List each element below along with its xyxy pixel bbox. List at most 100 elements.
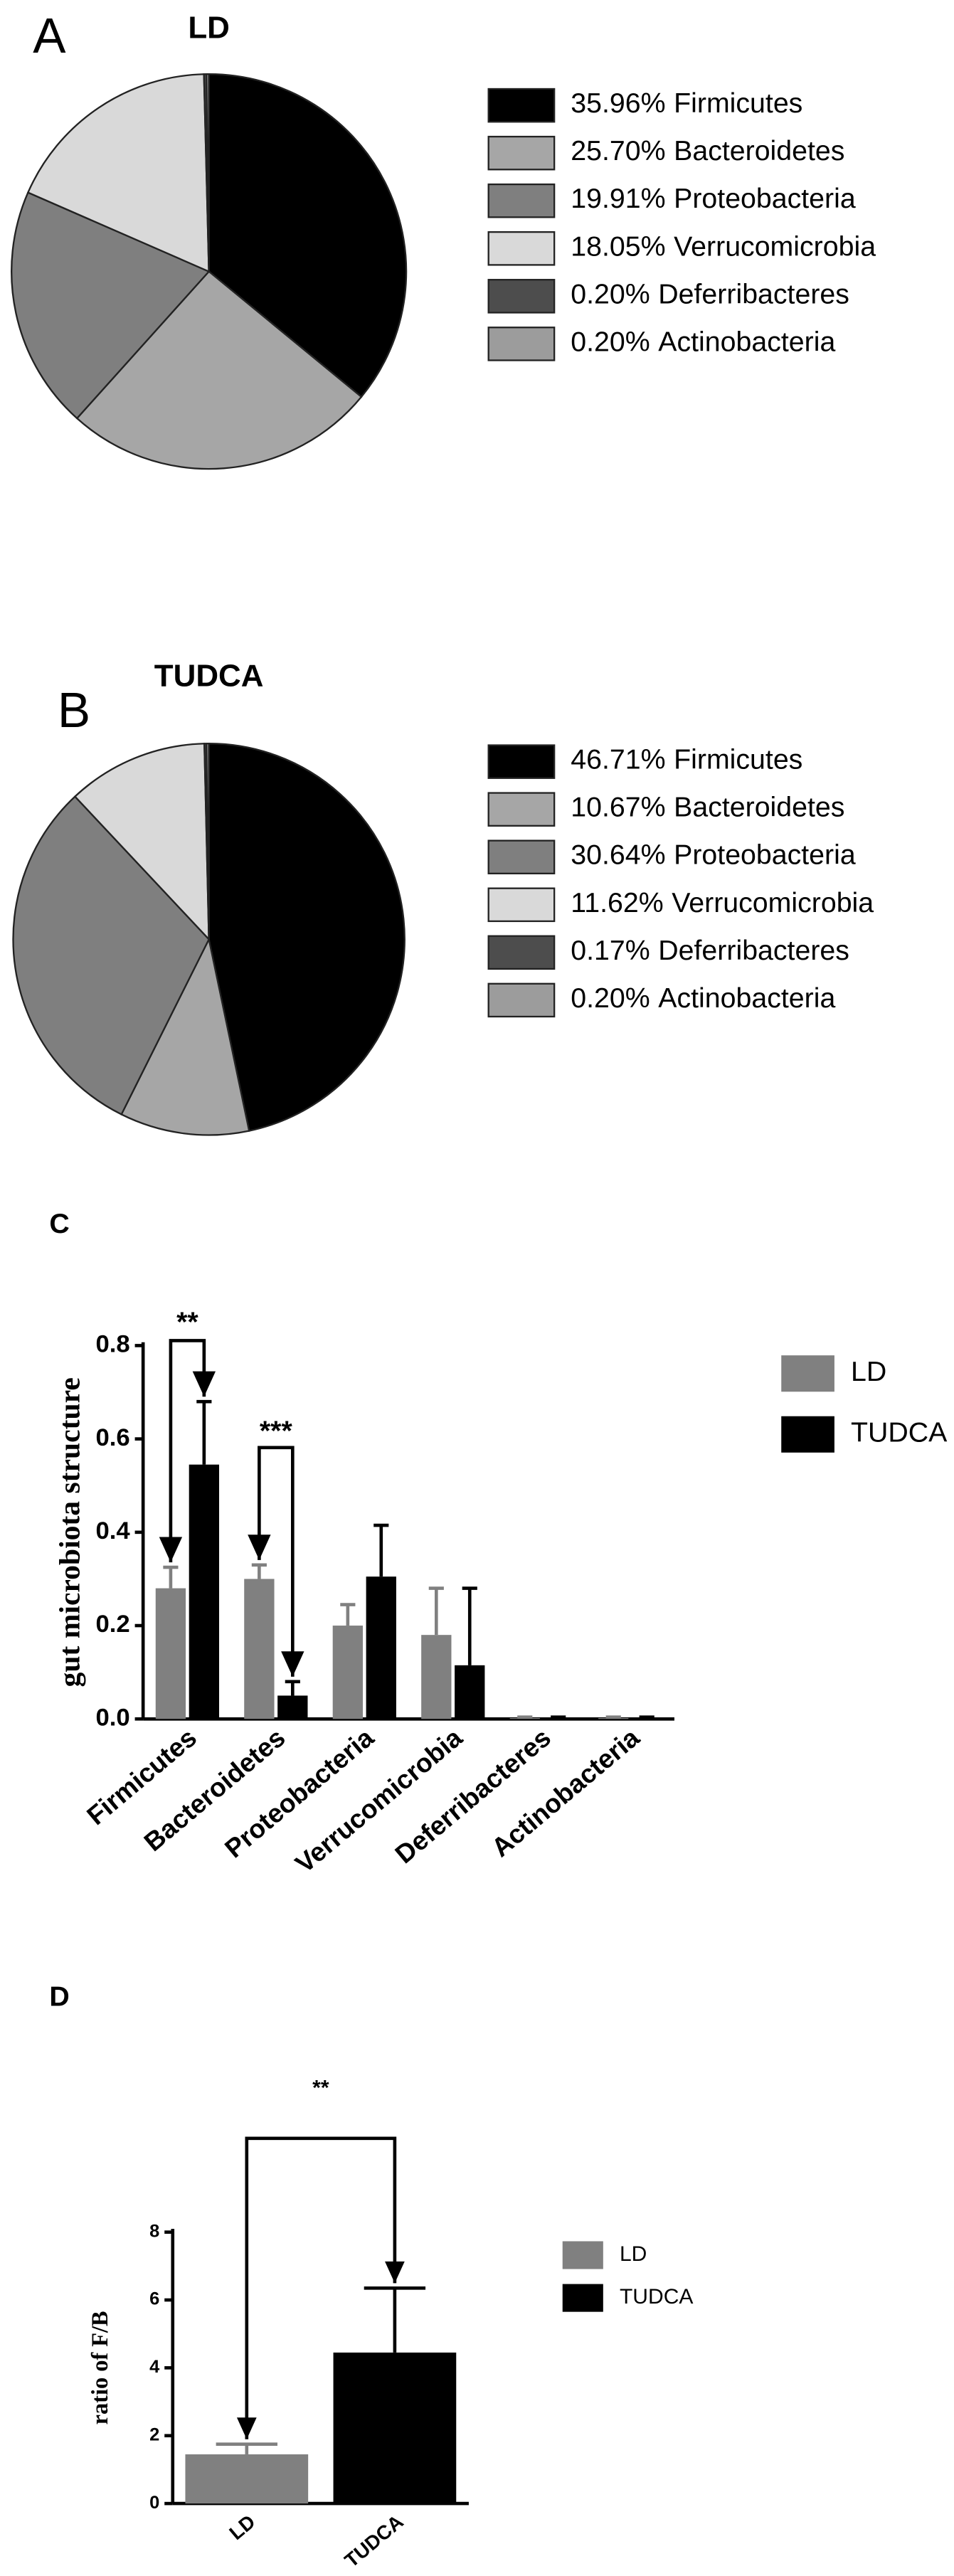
legend-swatch	[487, 792, 556, 827]
legend-value: 30.64%	[571, 839, 665, 871]
bar	[155, 1588, 186, 1719]
y-axis-label: ratio of F/B	[87, 2311, 112, 2424]
pie-slice	[208, 73, 408, 398]
x-tick-label: Deferribacteres	[390, 1723, 556, 1870]
legend-label: TUDCA	[851, 1417, 948, 1448]
legend-swatch	[781, 1416, 834, 1453]
bar	[244, 1579, 275, 1719]
annotation: **	[176, 1307, 198, 1338]
legend-value: 35.96%	[571, 88, 665, 119]
pie-slice	[73, 743, 210, 942]
bracket	[245, 2136, 397, 2439]
legend-swatch	[487, 887, 556, 923]
legend-name: Firmicutes	[674, 88, 802, 119]
bracket	[169, 1339, 206, 1563]
x-tick-label: TUDCA	[340, 2511, 407, 2572]
bar	[543, 1717, 573, 1719]
legend-name: Firmicutes	[674, 744, 802, 775]
legend-swatch	[562, 2241, 603, 2269]
y-axis-label: gut microbiota structure	[53, 1377, 86, 1687]
legend-label: 0.17% Deferribacteres	[571, 935, 849, 966]
legend-label: 35.96% Firmicutes	[571, 88, 802, 119]
y-tick-label: 8	[149, 2221, 159, 2241]
bar	[333, 2352, 457, 2504]
bar	[598, 1717, 629, 1719]
x-tick-label: Verrucomicrobia	[290, 1722, 467, 1878]
legend-value: 46.71%	[571, 744, 665, 775]
x-tick-label: Actinobacteria	[486, 1722, 645, 1862]
legend-value: 18.05%	[571, 231, 665, 263]
y-tick-label: 4	[149, 2357, 159, 2377]
legend-swatch	[487, 183, 556, 218]
legend-swatch	[487, 230, 556, 266]
legend-name: Bacteroidetes	[674, 792, 844, 823]
bar	[332, 1626, 364, 1719]
panel-label: D	[49, 1981, 69, 2013]
arrowhead	[385, 2261, 405, 2284]
pie-slice	[11, 191, 211, 420]
bar	[509, 1717, 540, 1719]
panel-label: A	[33, 8, 66, 63]
bar	[189, 1464, 220, 1719]
legend-label: 30.64% Proteobacteria	[571, 839, 856, 871]
legend-value: 10.67%	[571, 792, 665, 823]
legend-name: Proteobacteria	[674, 839, 856, 871]
legend-name: Actinobacteria	[658, 327, 835, 358]
y-tick-label: 0.8	[95, 1331, 129, 1358]
bar	[421, 1635, 452, 1719]
y-tick-label: 0.2	[95, 1611, 129, 1638]
legend-swatch	[487, 839, 556, 875]
legend-name: Bacteroidetes	[674, 136, 844, 167]
arrowhead	[248, 1535, 271, 1560]
legend-value: 0.20%	[571, 279, 650, 310]
legend-name: Verrucomicrobia	[674, 231, 876, 263]
legend-swatch	[487, 935, 556, 970]
legend-name: Deferribacteres	[658, 279, 849, 310]
legend-swatch	[487, 744, 556, 779]
legend-label: 46.71% Firmicutes	[571, 744, 802, 775]
panel-label: B	[58, 682, 90, 738]
annotation: **	[312, 2076, 329, 2099]
legend-swatch	[562, 2284, 603, 2312]
annotation: ***	[260, 1415, 293, 1446]
legend-swatch	[487, 135, 556, 171]
chart-title: LD	[188, 10, 230, 45]
bracket	[258, 1446, 295, 1677]
y-tick-label: 0	[149, 2493, 159, 2513]
arrowhead	[192, 1371, 216, 1397]
legend-swatch	[487, 279, 556, 314]
bar	[185, 2454, 309, 2504]
legend-label: LD	[620, 2242, 647, 2266]
legend-label: 0.20% Actinobacteria	[571, 327, 835, 358]
arrowhead	[159, 1537, 183, 1563]
legend-name: Proteobacteria	[674, 184, 856, 215]
bar	[455, 1665, 485, 1719]
arrowhead	[281, 1651, 304, 1677]
pie-slice	[12, 795, 211, 1116]
legend-label: 0.20% Deferribacteres	[571, 279, 849, 310]
bar	[632, 1717, 662, 1719]
pie-slice	[120, 936, 250, 1136]
chart-title: TUDCA	[154, 658, 264, 693]
legend-label: 18.05% Verrucomicrobia	[571, 231, 876, 263]
legend-swatch	[487, 88, 556, 123]
pie-slice	[208, 743, 406, 1132]
y-tick-label: 2	[149, 2424, 159, 2444]
legend-value: 0.20%	[571, 982, 650, 1014]
y-tick-label: 0.6	[95, 1424, 129, 1451]
legend-label: 10.67% Bacteroidetes	[571, 792, 844, 823]
legend-value: 19.91%	[571, 184, 665, 215]
legend-label: LD	[851, 1356, 886, 1387]
legend-name: Verrucomicrobia	[672, 887, 874, 918]
legend-swatch	[781, 1355, 834, 1392]
legend-name: Deferribacteres	[658, 935, 849, 966]
legend-label: 0.20% Actinobacteria	[571, 982, 835, 1014]
pie-slice	[75, 270, 363, 470]
legend-value: 0.20%	[571, 327, 650, 358]
legend-label: 11.62% Verrucomicrobia	[571, 887, 874, 918]
legend-value: 11.62%	[571, 887, 663, 918]
y-tick-label: 6	[149, 2289, 159, 2309]
legend-name: Actinobacteria	[658, 982, 835, 1014]
legend-label: 25.70% Bacteroidetes	[571, 136, 844, 167]
pie-slice	[206, 743, 210, 940]
